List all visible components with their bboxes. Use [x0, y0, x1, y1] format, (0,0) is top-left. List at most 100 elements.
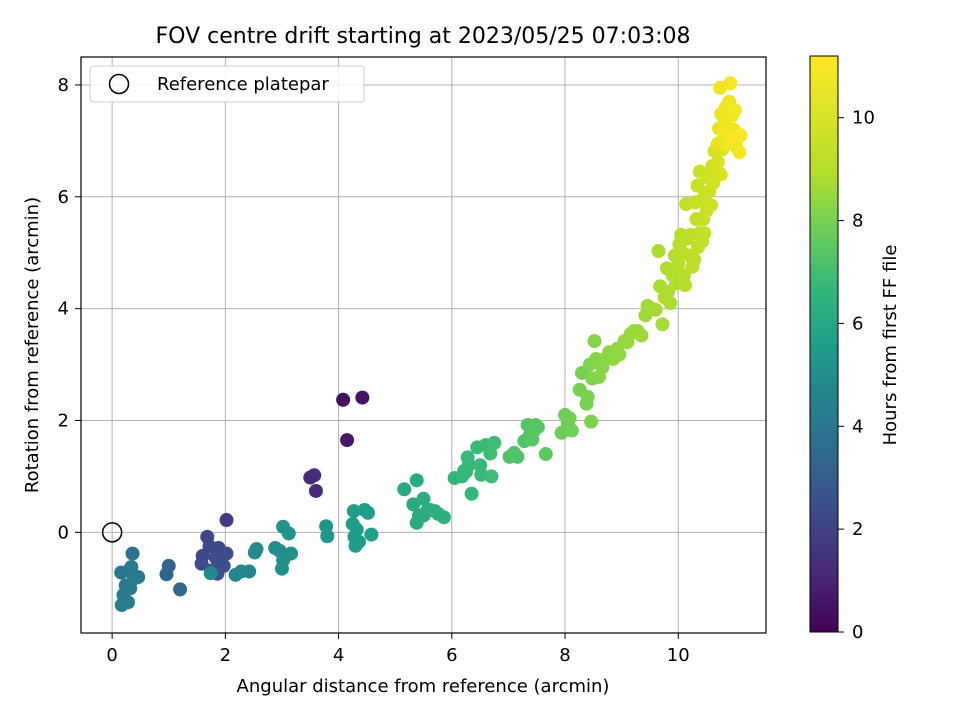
data-point	[612, 347, 627, 362]
data-point	[651, 244, 666, 259]
data-point	[320, 529, 335, 544]
data-point	[213, 554, 228, 569]
colorbar-gradient	[809, 55, 839, 633]
colorbar-tick-label: 6	[852, 313, 863, 334]
data-point	[710, 155, 725, 170]
data-point	[364, 527, 379, 542]
data-point	[671, 256, 686, 271]
data-point	[409, 473, 424, 488]
colorbar-tick-label: 2	[852, 519, 863, 540]
data-point	[655, 317, 670, 332]
data-point	[274, 561, 289, 576]
data-point	[733, 128, 748, 143]
data-point	[308, 483, 323, 498]
data-point	[340, 433, 355, 448]
data-point	[713, 167, 728, 182]
data-point	[530, 420, 545, 435]
legend-reference-marker	[108, 73, 130, 95]
data-point	[727, 103, 742, 118]
data-point	[634, 328, 649, 343]
data-point	[587, 334, 602, 349]
data-point	[697, 226, 712, 241]
data-point	[159, 567, 174, 582]
data-point	[416, 491, 431, 506]
data-points	[114, 76, 748, 613]
y-tick-label: 2	[58, 410, 69, 431]
data-point	[562, 411, 577, 426]
colorbar-tick-label: 0	[852, 622, 863, 643]
data-point	[723, 76, 738, 91]
data-point	[704, 198, 719, 213]
reference-marker	[101, 522, 123, 543]
chart-title: FOV centre drift starting at 2023/05/25 …	[156, 24, 691, 49]
x-axis-ticks: 0 2 4 6 8 10	[106, 633, 690, 666]
data-point	[249, 542, 264, 557]
colorbar: 0 2 4 6 8 10 Hours from first FF file	[809, 55, 901, 643]
data-point	[484, 469, 499, 484]
data-point	[336, 392, 351, 407]
x-tick-label: 4	[333, 645, 344, 666]
data-point	[346, 504, 361, 519]
y-axis-ticks: 0 2 4 6 8	[58, 75, 81, 543]
x-tick-label: 0	[106, 645, 117, 666]
data-point	[125, 546, 140, 561]
y-axis-label: Rotation from reference (arcmin)	[22, 197, 43, 493]
data-point	[525, 432, 540, 447]
colorbar-tick-label: 8	[852, 211, 863, 232]
x-tick-label: 6	[446, 645, 457, 666]
y-tick-label: 6	[58, 187, 69, 208]
colorbar-ticks: 0 2 4 6 8 10	[838, 108, 875, 643]
data-point	[397, 482, 412, 497]
x-tick-label: 10	[667, 645, 690, 666]
data-point	[687, 252, 702, 267]
data-point	[483, 446, 498, 461]
data-point	[173, 582, 188, 597]
data-point	[464, 486, 479, 501]
data-point	[219, 513, 234, 528]
data-point	[281, 526, 296, 541]
data-point	[580, 390, 595, 405]
data-point	[126, 571, 141, 586]
data-point	[307, 468, 322, 483]
data-point	[416, 508, 431, 523]
x-tick-label: 2	[220, 645, 231, 666]
data-point	[538, 447, 553, 462]
data-point	[406, 497, 421, 512]
data-point	[716, 125, 731, 140]
data-point	[732, 145, 747, 160]
x-axis-label: Angular distance from reference (arcmin)	[237, 676, 610, 697]
data-point	[361, 505, 376, 520]
data-point	[721, 136, 736, 151]
colorbar-tick-label: 10	[852, 108, 875, 129]
data-point	[242, 564, 257, 579]
legend-label: Reference platepar	[157, 74, 329, 95]
data-point	[648, 302, 663, 317]
colorbar-label: Hours from first FF file	[880, 245, 901, 446]
data-point	[663, 296, 678, 311]
data-point	[510, 449, 525, 464]
data-point	[584, 414, 599, 429]
reference-platepar-marker	[101, 522, 123, 543]
y-tick-label: 8	[58, 75, 69, 96]
data-point	[114, 598, 129, 613]
data-point	[124, 560, 139, 575]
data-point	[678, 278, 693, 293]
x-tick-label: 8	[559, 645, 570, 666]
y-tick-label: 4	[58, 299, 69, 320]
y-tick-label: 0	[58, 522, 69, 543]
data-point	[487, 435, 502, 450]
data-point	[564, 423, 579, 438]
plot-frame	[80, 56, 767, 634]
colorbar-tick-label: 4	[852, 416, 863, 437]
data-point	[457, 463, 472, 478]
grid	[81, 57, 766, 633]
data-point	[351, 534, 366, 549]
data-point	[436, 510, 451, 525]
legend: Reference platepar	[89, 65, 365, 103]
data-point	[710, 136, 725, 151]
data-point	[203, 566, 218, 581]
legend-box	[89, 65, 365, 103]
data-point	[355, 390, 370, 405]
